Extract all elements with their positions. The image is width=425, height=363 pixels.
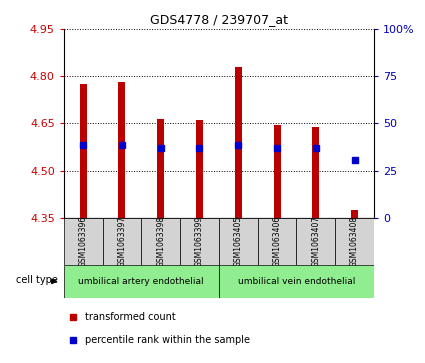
Text: GSM1063407: GSM1063407 [312,216,320,267]
Text: GSM1063405: GSM1063405 [234,216,243,267]
Bar [157,119,164,218]
Bar [64,265,219,298]
Bar [312,127,319,218]
Bar [219,265,374,298]
Bar [335,218,374,265]
Bar [296,218,335,265]
Bar [119,82,125,218]
Bar [351,210,358,218]
Bar [235,68,242,218]
Text: cell type: cell type [16,275,58,285]
Bar [79,84,87,218]
Text: GSM1063398: GSM1063398 [156,216,165,267]
Bar [64,218,102,265]
Text: GSM1063406: GSM1063406 [272,216,281,267]
Text: GSM1063399: GSM1063399 [195,216,204,267]
Text: percentile rank within the sample: percentile rank within the sample [85,335,250,345]
Text: umbilical vein endothelial: umbilical vein endothelial [238,277,355,286]
Bar [180,218,219,265]
Text: GSM1063397: GSM1063397 [117,216,126,267]
Text: GSM1063408: GSM1063408 [350,216,359,267]
Bar [196,120,203,218]
Text: transformed count: transformed count [85,312,176,322]
Bar [141,218,180,265]
Text: GSM1063396: GSM1063396 [79,216,88,267]
Text: umbilical artery endothelial: umbilical artery endothelial [79,277,204,286]
Bar [258,218,296,265]
Title: GDS4778 / 239707_at: GDS4778 / 239707_at [150,13,288,26]
Bar [274,125,280,218]
Bar [219,218,258,265]
Bar [102,218,141,265]
